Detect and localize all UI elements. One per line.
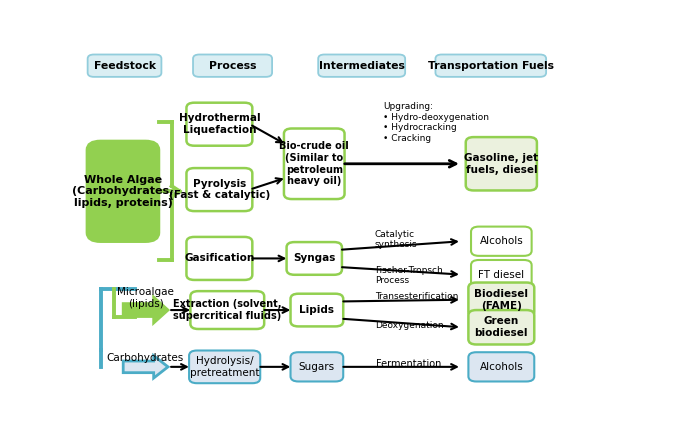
Text: FT diesel: FT diesel — [478, 270, 524, 280]
FancyBboxPatch shape — [186, 237, 252, 280]
Text: Deoxygenation: Deoxygenation — [375, 321, 443, 330]
FancyBboxPatch shape — [186, 168, 252, 211]
Text: Syngas: Syngas — [293, 253, 335, 263]
FancyBboxPatch shape — [471, 260, 532, 289]
Text: Transportation Fuels: Transportation Fuels — [428, 61, 554, 71]
Text: Gasoline, jet
fuels, diesel: Gasoline, jet fuels, diesel — [464, 153, 539, 175]
Text: Process: Process — [209, 61, 256, 71]
Text: Hydrolysis/
pretreatment: Hydrolysis/ pretreatment — [190, 356, 259, 378]
FancyBboxPatch shape — [469, 283, 534, 317]
FancyBboxPatch shape — [435, 55, 546, 77]
FancyBboxPatch shape — [286, 242, 342, 275]
Text: Intermediates: Intermediates — [319, 61, 405, 71]
FancyBboxPatch shape — [186, 103, 252, 146]
FancyBboxPatch shape — [88, 55, 161, 77]
FancyBboxPatch shape — [290, 352, 343, 381]
FancyBboxPatch shape — [190, 291, 264, 329]
Text: Carbohydrates: Carbohydrates — [106, 353, 184, 363]
FancyBboxPatch shape — [466, 137, 537, 190]
FancyBboxPatch shape — [469, 352, 534, 381]
FancyBboxPatch shape — [290, 294, 343, 326]
Text: Extraction (solvent,
supercritical fluids): Extraction (solvent, supercritical fluid… — [173, 299, 282, 321]
Polygon shape — [123, 297, 168, 323]
Text: Fischer-Tropsch
Process: Fischer-Tropsch Process — [375, 266, 443, 285]
FancyBboxPatch shape — [87, 141, 158, 241]
Text: Feedstock: Feedstock — [94, 61, 156, 71]
Text: Alcohols: Alcohols — [479, 236, 523, 246]
Text: Transesterification: Transesterification — [375, 292, 458, 301]
Text: Whole Algae
(Carbohydrates,
lipids, proteins): Whole Algae (Carbohydrates, lipids, prot… — [72, 175, 173, 208]
FancyBboxPatch shape — [284, 128, 345, 199]
Text: Biodiesel
(FAME): Biodiesel (FAME) — [475, 289, 528, 311]
FancyBboxPatch shape — [189, 350, 260, 383]
Text: Pyrolysis
(Fast & catalytic): Pyrolysis (Fast & catalytic) — [169, 179, 270, 200]
Text: Hydrothermal
Liquefaction: Hydrothermal Liquefaction — [179, 114, 260, 135]
Text: Green
biodiesel: Green biodiesel — [475, 316, 528, 338]
Text: Lipids: Lipids — [299, 305, 335, 315]
Text: Microalgae
(lipids): Microalgae (lipids) — [117, 287, 174, 309]
Text: Catalytic
synthesis: Catalytic synthesis — [375, 230, 418, 249]
FancyBboxPatch shape — [469, 310, 534, 345]
FancyBboxPatch shape — [318, 55, 405, 77]
Text: Fermentation: Fermentation — [377, 359, 442, 369]
FancyBboxPatch shape — [471, 227, 532, 256]
Polygon shape — [123, 356, 168, 378]
Text: Upgrading:
• Hydro-deoxygenation
• Hydrocracking
• Cracking: Upgrading: • Hydro-deoxygenation • Hydro… — [383, 102, 489, 143]
Text: Alcohols: Alcohols — [479, 362, 523, 372]
Text: Bio-crude oil
(Similar to
petroleum
heavy oil): Bio-crude oil (Similar to petroleum heav… — [279, 141, 349, 186]
Text: Gasification: Gasification — [184, 253, 254, 263]
Text: Sugars: Sugars — [299, 362, 335, 372]
FancyBboxPatch shape — [193, 55, 272, 77]
